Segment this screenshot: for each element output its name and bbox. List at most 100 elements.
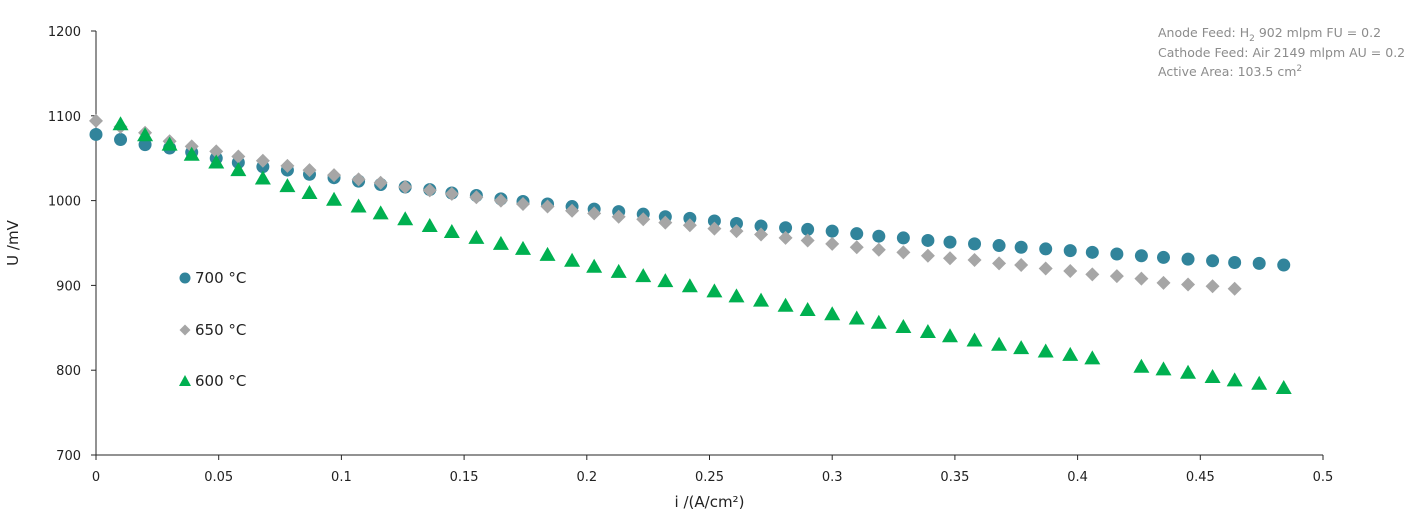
data-point — [468, 229, 485, 244]
y-tick-label: 700 — [56, 449, 81, 464]
data-point — [658, 215, 673, 230]
data-point — [753, 292, 770, 307]
data-point — [729, 224, 744, 239]
data-point — [1228, 256, 1242, 270]
data-point — [825, 236, 840, 251]
legend-item: 650 °C — [179, 321, 246, 339]
x-tick-label: 0 — [92, 470, 100, 485]
y-tick-label: 900 — [56, 279, 81, 294]
data-point — [728, 288, 745, 303]
data-point — [729, 216, 743, 230]
data-point — [208, 154, 225, 169]
data-point — [1226, 372, 1243, 387]
legend-marker — [179, 375, 191, 386]
test-conditions: Anode Feed: H2 902 mlpm FU = 0.2 Cathode… — [1158, 25, 1405, 79]
data-point — [184, 139, 199, 154]
data-point — [587, 206, 602, 221]
legend-marker — [179, 272, 191, 284]
data-point — [1063, 263, 1078, 278]
data-point — [919, 324, 936, 339]
data-point — [398, 180, 413, 195]
data-point — [114, 133, 128, 147]
data-point — [1014, 258, 1029, 273]
data-point — [799, 301, 816, 316]
legend-marker — [179, 324, 191, 336]
data-point — [635, 268, 652, 283]
series-triangle — [112, 116, 1292, 395]
legend-label: 700 °C — [195, 269, 246, 287]
data-point — [754, 219, 768, 233]
series-circle — [89, 127, 1291, 272]
y-tick-label: 1100 — [48, 110, 81, 125]
data-point — [1181, 252, 1195, 266]
data-point — [1180, 364, 1197, 379]
data-point — [610, 263, 627, 278]
data-point — [968, 237, 982, 251]
data-point — [515, 196, 530, 211]
x-tick-label: 0.25 — [695, 470, 724, 485]
data-point — [872, 229, 886, 243]
data-point — [707, 221, 722, 236]
x-tick-label: 0.3 — [822, 470, 843, 485]
x-tick-label: 0.2 — [576, 470, 597, 485]
data-point — [681, 278, 698, 293]
data-point — [397, 211, 414, 226]
data-point — [350, 198, 367, 213]
data-point — [636, 212, 651, 227]
data-point — [1037, 343, 1054, 358]
data-point — [1205, 279, 1220, 294]
data-point — [138, 138, 152, 152]
data-point — [1013, 340, 1030, 355]
data-point — [586, 258, 603, 273]
data-point — [825, 224, 839, 238]
data-point — [89, 113, 103, 128]
data-point — [895, 318, 912, 333]
y-tick-label: 800 — [56, 364, 81, 379]
legend-label: 650 °C — [195, 321, 246, 339]
data-point — [1062, 346, 1079, 361]
data-point — [327, 168, 342, 183]
data-point — [351, 172, 366, 187]
data-point — [896, 231, 910, 245]
data-point — [1156, 275, 1171, 290]
data-point — [707, 214, 721, 228]
data-point — [1155, 361, 1172, 376]
data-point — [137, 127, 154, 142]
x-tick-label: 0.45 — [1186, 470, 1215, 485]
data-point — [991, 336, 1008, 351]
x-tick-label: 0.4 — [1067, 470, 1088, 485]
data-point — [1206, 254, 1220, 268]
data-point — [183, 146, 200, 161]
data-point — [161, 136, 178, 151]
data-point — [443, 223, 460, 238]
data-point — [992, 256, 1007, 271]
data-point — [1204, 368, 1221, 383]
data-point — [514, 240, 531, 255]
active-area-text: Active Area: 103.5 cm2 — [1158, 64, 1302, 79]
data-point — [943, 235, 957, 249]
data-point — [992, 239, 1006, 253]
data-point — [1133, 358, 1150, 373]
data-point — [1085, 267, 1100, 282]
legend-item: 600 °C — [179, 372, 246, 390]
data-point — [469, 190, 484, 205]
data-point — [1085, 245, 1099, 259]
data-point — [539, 246, 556, 261]
cathode-feed-text: Cathode Feed: Air 2149 mlpm AU = 0.2 — [1158, 45, 1405, 60]
data-point — [1134, 249, 1148, 263]
data-point — [493, 193, 508, 208]
data-point — [1251, 375, 1268, 390]
data-point — [565, 203, 580, 218]
data-point — [373, 175, 388, 190]
data-point — [779, 221, 793, 235]
data-point — [255, 153, 270, 168]
data-point — [777, 297, 794, 312]
data-point — [754, 227, 769, 242]
data-point — [1252, 256, 1266, 270]
data-point — [848, 310, 865, 325]
data-point — [540, 199, 555, 214]
data-point — [1110, 247, 1124, 261]
x-tick-label: 0.1 — [331, 470, 352, 485]
